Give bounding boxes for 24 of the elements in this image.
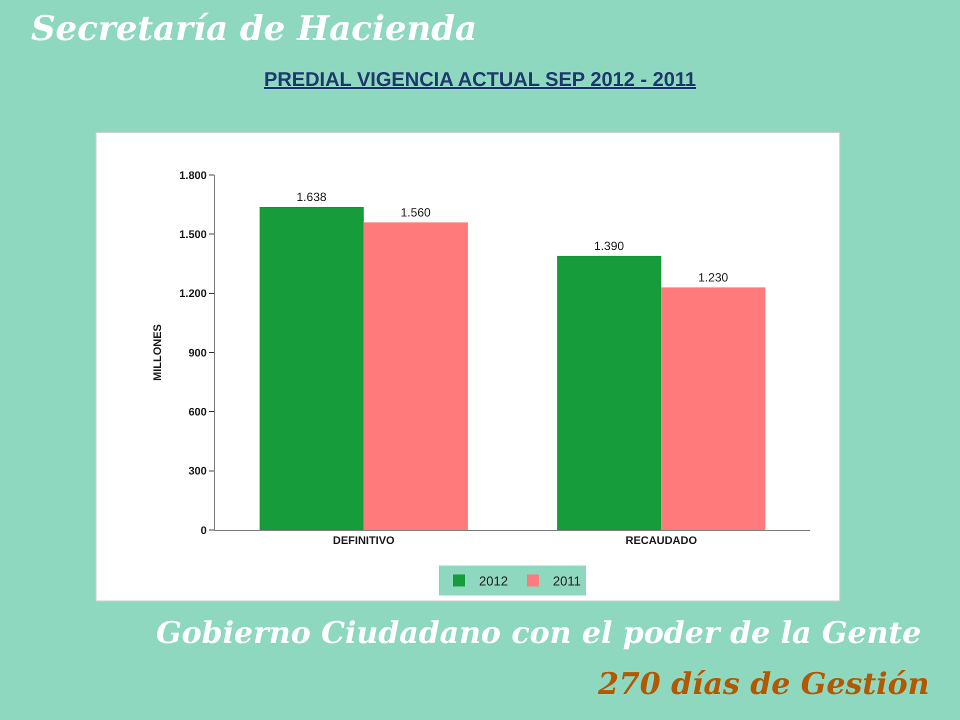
text: Secretaría de Hacienda xyxy=(31,9,478,49)
y-tick-label: 1.800 xyxy=(179,170,207,182)
y-tick-label: 1.500 xyxy=(179,229,207,242)
y-tick-label: 1.200 xyxy=(179,288,207,300)
chart-title: PREDIAL VIGENCIA ACTUAL SEP 2012 - 2011 xyxy=(264,69,696,91)
bar xyxy=(557,256,662,530)
text: Gobierno Ciudadano con el poder de la Gente xyxy=(156,616,922,651)
bar xyxy=(661,287,766,530)
x-tick-label: DEFINITIVO xyxy=(332,535,396,548)
data-label: 1.390 xyxy=(594,238,624,253)
y-tick-label: 900 xyxy=(188,347,207,360)
bar xyxy=(364,222,468,530)
y-axis-title: MILLONES xyxy=(152,324,164,381)
y-tick-label: 600 xyxy=(188,406,207,419)
data-label: 1.560 xyxy=(400,205,431,220)
bar xyxy=(260,206,364,530)
data-label: 1.638 xyxy=(296,190,327,204)
legend-label: 2012 xyxy=(479,574,508,589)
y-tick-label: 300 xyxy=(188,466,207,478)
x-tick-label: RECAUDADO xyxy=(626,535,698,548)
text: 270 días de Gestión xyxy=(597,667,930,702)
y-tick-label: 0 xyxy=(200,524,207,537)
legend-label: 2011 xyxy=(552,574,581,589)
data-label: 1.230 xyxy=(698,270,728,284)
